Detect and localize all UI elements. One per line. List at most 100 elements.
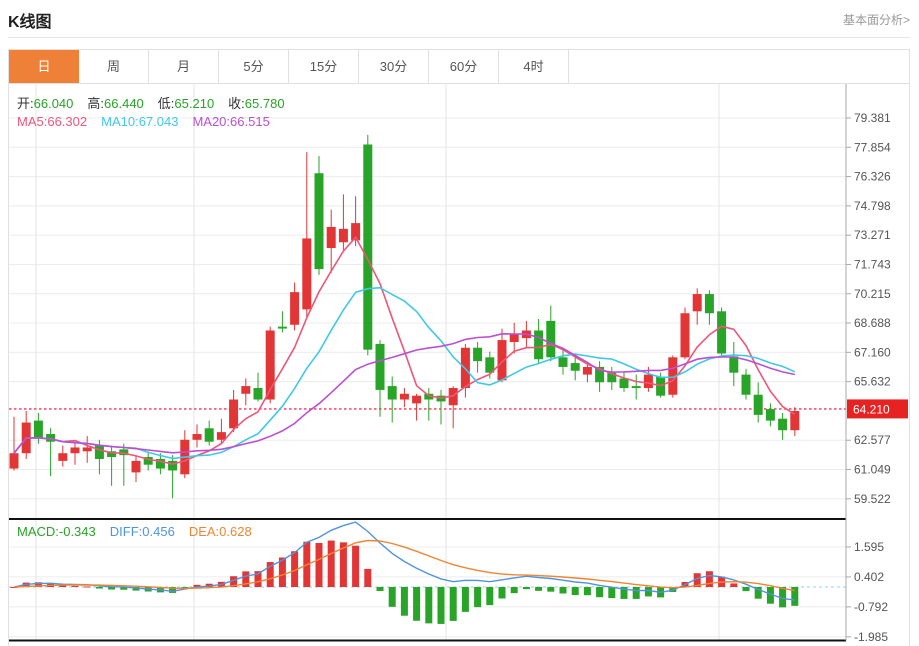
macd-hist-bar	[59, 585, 67, 587]
macd-hist-bar	[486, 587, 494, 606]
macd-hist-bar	[693, 573, 701, 587]
tab-6[interactable]: 30分	[359, 50, 429, 83]
macd-hist-bar	[608, 587, 616, 599]
candle-up	[643, 374, 653, 389]
macd-hist-bar	[83, 586, 91, 588]
ma20-line	[13, 332, 795, 454]
candle-down	[704, 294, 714, 314]
candle-up	[58, 453, 68, 461]
macd-hist-bar	[108, 587, 116, 590]
candle-down	[778, 418, 788, 431]
candle-down	[375, 343, 385, 390]
kline-chart-canvas[interactable]: 79.381 77.854 76.326 74.798 73.271 71.743 70.2…	[9, 84, 909, 645]
macd-hist-bar	[205, 583, 213, 587]
macd-hist-bar	[742, 587, 750, 592]
candle-down	[765, 409, 775, 421]
macd-hist-bar	[449, 587, 457, 621]
macd-hist-bar	[522, 587, 530, 590]
candle-down	[741, 374, 751, 395]
price-tick-label: 76.326	[854, 170, 891, 184]
macd-hist-bar	[193, 584, 201, 587]
candle-down	[729, 356, 739, 373]
macd-hist-bar	[291, 551, 299, 587]
macd-hist-bar	[791, 587, 799, 606]
candle-down	[387, 386, 397, 400]
macd-hist-bar	[169, 587, 177, 593]
macd-hist-bar	[559, 587, 567, 594]
candle-down	[534, 330, 544, 360]
candle-down	[546, 320, 556, 358]
macd-tick-label: 1.595	[854, 540, 884, 554]
tab-5[interactable]: 15分	[289, 50, 359, 83]
macd-hist-bar	[498, 587, 506, 599]
price-tick-label: 79.381	[854, 111, 891, 125]
candle-up	[399, 393, 409, 400]
macd-hist-bar	[400, 587, 408, 616]
candle-down	[33, 420, 43, 438]
candle-up	[680, 313, 690, 358]
candle-up	[668, 357, 678, 395]
candle-down	[119, 449, 129, 456]
macd-tick-label: 0.402	[854, 570, 884, 584]
diff-line	[13, 521, 795, 601]
candle-down	[753, 394, 763, 415]
candle-down	[424, 393, 434, 400]
candle-up	[265, 330, 275, 400]
macd-hist-bar	[339, 542, 347, 587]
candle-up	[509, 334, 519, 342]
candle-down	[253, 388, 263, 400]
macd-hist-bar	[95, 587, 103, 589]
tab-3[interactable]: 月	[149, 50, 219, 83]
candle-up	[448, 388, 458, 406]
tab-1[interactable]: 日	[9, 50, 79, 83]
candle-down	[619, 378, 629, 389]
macd-hist-bar	[364, 568, 372, 587]
macd-hist-bar	[779, 587, 787, 608]
price-tick-label: 68.688	[854, 316, 891, 330]
price-tick-label: 61.049	[854, 463, 891, 477]
price-tick-label: 70.215	[854, 287, 891, 301]
macd-hist-bar	[34, 582, 42, 587]
candle-up	[326, 226, 336, 249]
chart-area[interactable]: 79.381 77.854 76.326 74.798 73.271 71.743 70.2…	[9, 84, 909, 645]
macd-hist-bar	[596, 587, 604, 598]
macd-hist-bar	[327, 540, 335, 587]
candle-down	[46, 434, 56, 442]
candle-down	[558, 357, 568, 367]
candle-down	[168, 460, 178, 471]
macd-hist-bar	[376, 587, 384, 591]
macd-hist-bar	[388, 587, 396, 607]
macd-hist-bar	[766, 587, 774, 604]
candle-down	[485, 357, 495, 373]
fundamental-analysis-link[interactable]: 基本面分析>	[842, 13, 910, 27]
macd-hist-bar	[266, 562, 274, 587]
candle-down	[94, 445, 104, 459]
candle-up	[412, 395, 422, 404]
macd-hist-bar	[132, 587, 140, 591]
candle-up	[9, 453, 19, 469]
macd-hist-bar	[10, 587, 18, 588]
macd-hist-bar	[425, 587, 433, 624]
candle-down	[717, 311, 727, 354]
candle-up	[216, 432, 226, 440]
tab-7[interactable]: 60分	[429, 50, 499, 83]
candle-up	[241, 386, 251, 394]
candle-up	[229, 399, 239, 429]
candle-up	[70, 447, 80, 454]
candle-up	[692, 294, 702, 312]
macd-hist-bar	[254, 571, 262, 587]
macd-hist-bar	[278, 557, 286, 587]
tab-4[interactable]: 5分	[219, 50, 289, 83]
candle-down	[155, 458, 165, 469]
candle-up	[290, 292, 300, 325]
candle-down	[363, 144, 373, 350]
tab-2[interactable]: 周	[79, 50, 149, 83]
tab-8[interactable]: 4时	[499, 50, 569, 83]
macd-hist-bar	[730, 583, 738, 587]
macd-hist-bar	[71, 585, 79, 587]
macd-hist-bar	[535, 587, 543, 591]
macd-hist-bar	[571, 587, 579, 596]
candle-up	[131, 460, 141, 473]
last-price-badge-label: 64.210	[853, 402, 890, 416]
page-header: K线图 基本面分析>	[8, 8, 910, 32]
